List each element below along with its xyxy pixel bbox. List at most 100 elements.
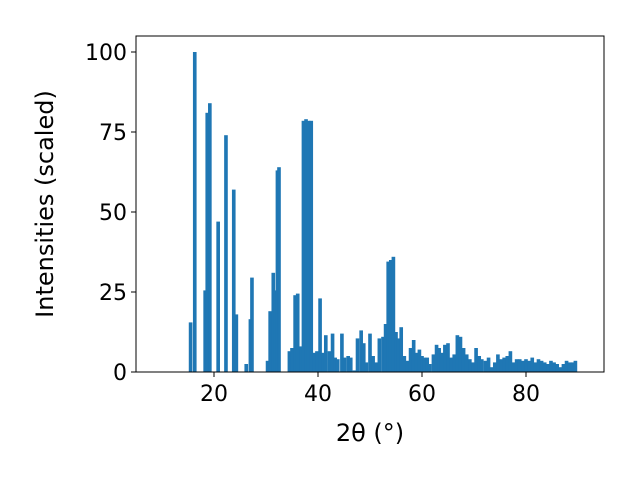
bar	[312, 352, 316, 372]
bar	[511, 362, 516, 372]
x-tick-label: 60	[408, 382, 436, 407]
x-tick-label: 80	[512, 382, 540, 407]
bar	[271, 272, 276, 372]
x-axis-ticks: 20 40 60 80	[200, 372, 540, 407]
bar	[558, 367, 563, 372]
bar	[446, 343, 450, 372]
bar	[517, 359, 522, 372]
bar	[458, 336, 463, 372]
bar	[342, 357, 347, 372]
bar	[461, 348, 466, 372]
bar	[474, 348, 478, 372]
bar	[527, 360, 531, 372]
bar	[505, 356, 510, 372]
bar	[530, 357, 535, 372]
bar	[368, 333, 372, 372]
bar	[377, 338, 382, 372]
bar	[340, 333, 344, 372]
bar	[250, 277, 254, 372]
plot-frame	[135, 35, 605, 373]
bar	[455, 335, 460, 372]
y-tick-label: 75	[99, 121, 127, 146]
bar	[499, 359, 503, 372]
bar	[437, 348, 441, 372]
bar	[552, 362, 556, 372]
bar	[564, 360, 569, 372]
bar	[231, 189, 236, 372]
bar	[371, 356, 375, 372]
bar	[208, 103, 212, 372]
bar	[359, 330, 363, 372]
bar	[224, 135, 228, 372]
bar	[394, 332, 398, 372]
bar	[508, 351, 513, 372]
bar	[471, 362, 475, 372]
bar	[295, 293, 300, 372]
y-axis-label: Intensities (scaled)	[31, 90, 59, 318]
bar	[323, 335, 328, 372]
bar	[449, 357, 453, 372]
bar	[411, 340, 416, 372]
y-tick-label: 25	[99, 281, 127, 306]
bar	[287, 351, 292, 372]
bar	[427, 364, 432, 372]
bar	[309, 120, 314, 372]
bar	[573, 360, 578, 372]
bar	[396, 338, 401, 372]
bar	[443, 344, 447, 372]
bar	[364, 362, 369, 372]
bar	[399, 327, 404, 372]
bar	[452, 354, 457, 372]
bar	[567, 362, 572, 372]
bar	[318, 298, 322, 372]
bar	[414, 352, 419, 372]
bar	[431, 354, 436, 372]
bar	[265, 360, 270, 372]
bar	[348, 357, 353, 372]
bar	[216, 221, 220, 372]
bar	[277, 167, 281, 372]
bar	[330, 333, 335, 372]
bar	[521, 360, 525, 372]
bar	[434, 344, 439, 372]
bar	[388, 260, 393, 372]
bar	[536, 359, 541, 372]
bar	[492, 362, 497, 372]
y-tick-label: 0	[113, 361, 127, 386]
bar	[496, 354, 500, 372]
bar	[489, 367, 494, 372]
bar	[533, 362, 538, 372]
x-tick-label: 40	[304, 382, 332, 407]
bars-group	[188, 52, 578, 373]
bar	[542, 362, 547, 372]
y-tick-label: 100	[85, 41, 127, 66]
bar	[477, 356, 482, 372]
bar	[402, 356, 407, 372]
bar	[555, 364, 560, 372]
bar	[299, 346, 303, 372]
bar	[386, 261, 391, 372]
x-axis-label: 2θ (°)	[336, 419, 404, 447]
bar	[306, 120, 311, 372]
bar	[293, 295, 297, 372]
bar	[188, 322, 193, 372]
bar	[346, 356, 350, 372]
bar	[290, 348, 294, 372]
bar	[420, 356, 424, 372]
bar	[315, 351, 319, 372]
bar	[468, 359, 472, 372]
bar	[335, 359, 340, 372]
bar	[381, 336, 385, 372]
bar	[273, 290, 278, 372]
bar	[561, 364, 566, 372]
bar	[304, 119, 308, 372]
bar	[425, 357, 430, 372]
bar	[355, 338, 360, 372]
bar	[486, 357, 491, 372]
bar	[549, 360, 553, 372]
bar	[321, 352, 326, 372]
bar	[405, 360, 410, 372]
bar	[524, 359, 528, 372]
bar	[408, 348, 413, 372]
